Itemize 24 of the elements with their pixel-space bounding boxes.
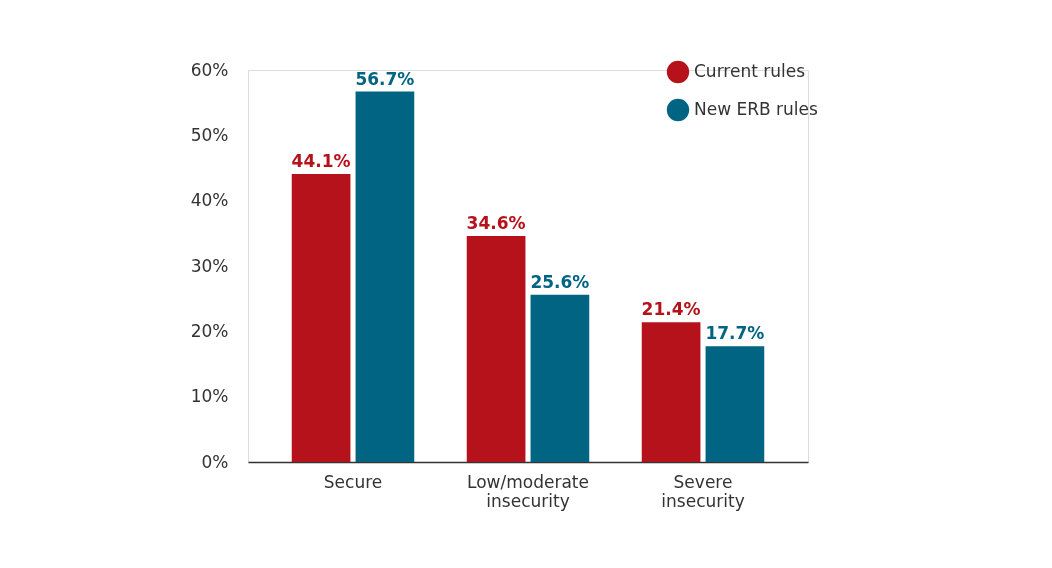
legend-label: New ERB rules bbox=[694, 99, 819, 119]
data-label: 34.6% bbox=[466, 212, 526, 233]
x-tick-label: Secure bbox=[323, 471, 383, 492]
bar bbox=[705, 346, 765, 462]
data-label: 17.7% bbox=[705, 323, 765, 344]
bar bbox=[641, 322, 701, 462]
bar bbox=[291, 173, 351, 462]
data-label: 56.7% bbox=[355, 68, 415, 89]
legend-label: Current rules bbox=[694, 61, 806, 81]
y-tick-label: 60% bbox=[190, 59, 229, 80]
y-tick-label: 50% bbox=[190, 124, 229, 145]
y-tick-label: 10% bbox=[190, 386, 229, 407]
data-label: 44.1% bbox=[291, 150, 351, 171]
x-tick-label: Severe insecurity bbox=[661, 471, 745, 511]
y-tick-label: 20% bbox=[190, 320, 229, 341]
bar bbox=[355, 91, 415, 462]
y-tick-label: 30% bbox=[190, 255, 229, 276]
data-label: 25.6% bbox=[530, 271, 590, 292]
y-tick-label: 0% bbox=[201, 451, 229, 472]
data-label: 21.4% bbox=[641, 299, 701, 320]
bar bbox=[530, 294, 590, 462]
y-tick-label: 40% bbox=[190, 190, 229, 211]
bar bbox=[466, 235, 526, 462]
x-tick-label: Low/moderate insecurity bbox=[467, 471, 589, 511]
